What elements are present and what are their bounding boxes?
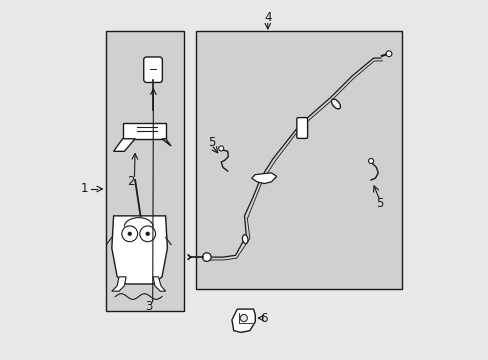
Polygon shape (231, 309, 255, 332)
FancyBboxPatch shape (143, 57, 162, 82)
Ellipse shape (242, 235, 247, 244)
Polygon shape (113, 139, 135, 151)
Circle shape (368, 158, 373, 163)
Polygon shape (153, 277, 165, 291)
Polygon shape (122, 123, 165, 139)
Circle shape (386, 51, 391, 57)
Text: 1: 1 (81, 183, 88, 195)
Circle shape (145, 232, 149, 235)
Polygon shape (112, 216, 167, 284)
Text: 5: 5 (376, 197, 383, 210)
Text: 2: 2 (127, 175, 134, 188)
Circle shape (128, 232, 131, 235)
Polygon shape (251, 173, 276, 184)
Bar (196, 31, 402, 289)
Polygon shape (162, 139, 171, 146)
Polygon shape (112, 277, 126, 291)
FancyBboxPatch shape (296, 118, 307, 138)
Circle shape (202, 253, 211, 261)
Text: 5: 5 (207, 136, 215, 149)
Circle shape (218, 146, 223, 151)
Text: 3: 3 (145, 300, 152, 313)
Ellipse shape (331, 99, 340, 109)
Text: 4: 4 (264, 12, 271, 24)
Circle shape (240, 315, 247, 321)
Circle shape (140, 226, 155, 242)
Circle shape (122, 226, 137, 242)
Bar (106, 31, 183, 311)
Text: 6: 6 (260, 311, 267, 325)
